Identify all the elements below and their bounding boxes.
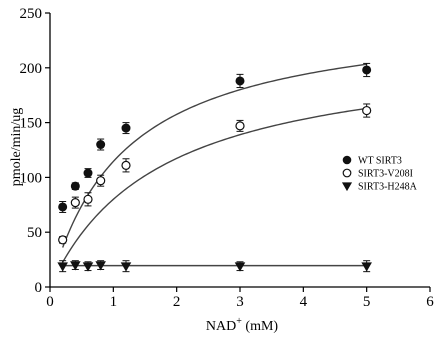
data-point-series-3 bbox=[82, 262, 94, 272]
x-tick-label: 3 bbox=[236, 294, 244, 310]
x-tick-label: 1 bbox=[110, 294, 118, 310]
data-point-series-2 bbox=[96, 176, 106, 186]
data-point-series-3 bbox=[57, 262, 68, 272]
data-point-series-1 bbox=[70, 181, 80, 191]
data-point-series-2 bbox=[70, 198, 80, 208]
data-point-series-1 bbox=[121, 123, 131, 133]
data-point-series-3 bbox=[70, 261, 81, 271]
data-point-series-2 bbox=[58, 235, 68, 245]
data-point-series-3 bbox=[120, 262, 132, 272]
data-point-series-3 bbox=[95, 261, 106, 271]
data-point-series-1 bbox=[362, 65, 372, 75]
x-axis-title-superscript: + bbox=[236, 316, 242, 327]
legend-label-2: SIRT3-V208I bbox=[358, 169, 413, 180]
data-point-series-1 bbox=[96, 140, 106, 150]
y-tick-label: 200 bbox=[20, 61, 43, 77]
data-point-series-1 bbox=[235, 76, 245, 86]
fit-curves bbox=[62, 63, 367, 267]
data-point-series-2 bbox=[235, 121, 245, 131]
legend-marker-3 bbox=[341, 182, 353, 192]
y-tick-label: 250 bbox=[20, 6, 43, 22]
data-point-series-3 bbox=[234, 262, 246, 272]
data-point-series-2 bbox=[83, 194, 93, 204]
y-tick-label: 0 bbox=[35, 280, 43, 296]
legend-marker-1 bbox=[342, 155, 352, 165]
x-tick-label: 5 bbox=[363, 294, 371, 310]
data-point-series-1 bbox=[83, 168, 93, 178]
x-tick-label: 0 bbox=[46, 294, 54, 310]
legend-marker-2 bbox=[342, 168, 352, 178]
axes: 0 1 2 3 4 5 6 0 50 100 150 200 250 bbox=[20, 6, 435, 310]
legend-label-1: WT SIRT3 bbox=[358, 156, 402, 167]
data-point-series-2 bbox=[121, 160, 131, 170]
data-point-series-1 bbox=[58, 202, 68, 212]
y-tick-label: 100 bbox=[20, 170, 43, 186]
data-point-series-2 bbox=[362, 105, 372, 116]
y-axis-title: pmole/min/ug bbox=[9, 108, 24, 187]
fit-curve-1 bbox=[62, 63, 367, 248]
y-tick-label: 50 bbox=[27, 225, 42, 241]
x-axis-title-text: NAD bbox=[206, 319, 236, 334]
x-tick-label: 6 bbox=[426, 294, 434, 310]
data-point-series-3 bbox=[361, 262, 372, 272]
fit-curve-2 bbox=[62, 107, 367, 263]
data-points bbox=[57, 62, 372, 273]
y-tick-label: 150 bbox=[20, 116, 43, 132]
legend-label-3: SIRT3-H248A bbox=[358, 182, 418, 193]
x-axis-title-unit: (mM) bbox=[242, 319, 279, 334]
x-tick-label: 4 bbox=[300, 294, 308, 310]
x-axis-title: NAD+ (mM) bbox=[206, 316, 278, 334]
legend: WT SIRT3 SIRT3-V208I SIRT3-H248A bbox=[341, 155, 418, 193]
x-tick-label: 2 bbox=[173, 294, 181, 310]
